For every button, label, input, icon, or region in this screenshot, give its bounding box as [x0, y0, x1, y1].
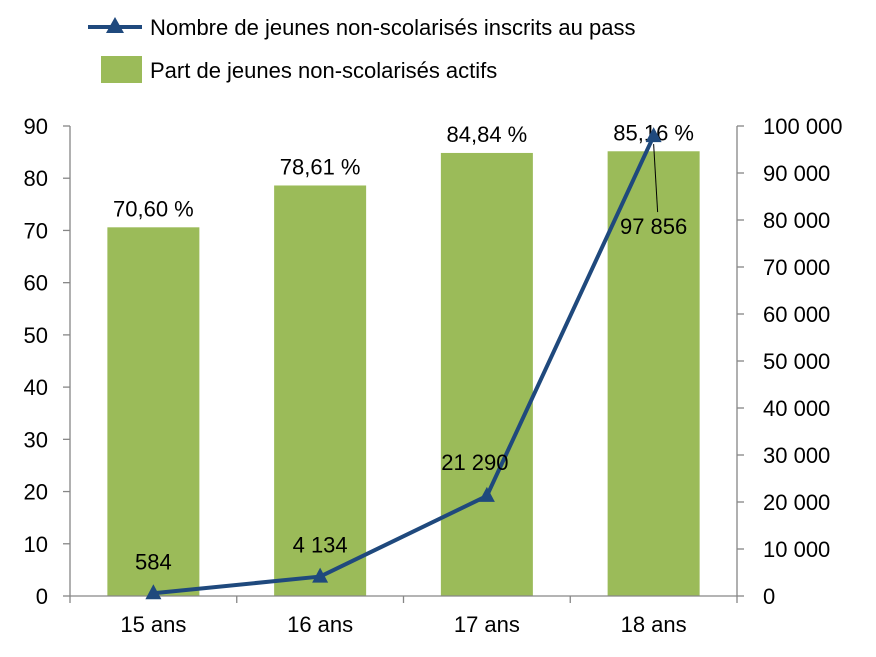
plot-area: 0 10 20 30 40 50 60 70 80 90 0 10 000 20 000 30 000 40…: [24, 114, 843, 637]
line-data-label: 21 290: [441, 450, 508, 475]
x-tick-label: 15 ans: [120, 612, 186, 637]
y-left-tick-label: 0: [36, 584, 48, 609]
y-left-tick-label: 40: [24, 375, 48, 400]
bar-2: [274, 185, 367, 596]
legend: Nombre de jeunes non-scolarisés inscrits…: [88, 15, 635, 83]
y-left-tick-label: 50: [24, 323, 48, 348]
y-right-tick-label: 40 000: [763, 396, 830, 421]
y-right-tick-label: 50 000: [763, 349, 830, 374]
x-tick-label: 16 ans: [287, 612, 353, 637]
y-left-tick-label: 10: [24, 532, 48, 557]
y-right-tick-label: 60 000: [763, 302, 830, 327]
line-series: [153, 135, 656, 596]
bar-data-label: 78,61 %: [280, 154, 361, 179]
legend-triangle-marker: [106, 17, 124, 33]
y-left-tick-label: 80: [24, 166, 48, 191]
line-point-1: [145, 584, 162, 600]
bar-1: [107, 227, 200, 597]
x-tick-label: 18 ans: [621, 612, 687, 637]
y-right-tick-label: 90 000: [763, 161, 830, 186]
y-right-tick-label: 10 000: [763, 537, 830, 562]
y-right-tick-label: 80 000: [763, 208, 830, 233]
y-right-tick-label: 100 000: [763, 114, 843, 139]
y-left-tick-label: 30: [24, 427, 48, 452]
bar-data-label: 84,84 %: [447, 122, 528, 147]
bar-3: [440, 152, 533, 597]
y-left-tick-label: 20: [24, 480, 48, 505]
y-right-tick-label: 0: [763, 584, 775, 609]
legend-label-line: Nombre de jeunes non-scolarisés inscrits…: [150, 15, 635, 40]
y-right-tick-label: 20 000: [763, 490, 830, 515]
line-data-label: 4 134: [293, 533, 348, 558]
y-right-tick-label: 30 000: [763, 443, 830, 468]
y-left-tick-label: 60: [24, 271, 48, 296]
line-data-label: 584: [135, 549, 172, 574]
legend-bar-swatch: [101, 56, 142, 83]
legend-item-line: Nombre de jeunes non-scolarisés inscrits…: [88, 15, 635, 40]
legend-label-bar: Part de jeunes non-scolarisés actifs: [150, 58, 497, 83]
y-right-tick-label: 70 000: [763, 255, 830, 280]
line-data-label: 97 856: [620, 214, 687, 239]
y-left-tick-label: 90: [24, 114, 48, 139]
line-point-3: [478, 486, 495, 502]
y-left-tick-label: 70: [24, 218, 48, 243]
legend-item-bar: Part de jeunes non-scolarisés actifs: [101, 56, 497, 83]
bar-data-label: 70,60 %: [113, 196, 194, 221]
line-point-2: [312, 567, 329, 583]
line-point-4: [645, 127, 662, 143]
data-label-leader-line: [653, 144, 659, 213]
bar-4: [607, 151, 700, 596]
x-tick-label: 17 ans: [454, 612, 520, 637]
